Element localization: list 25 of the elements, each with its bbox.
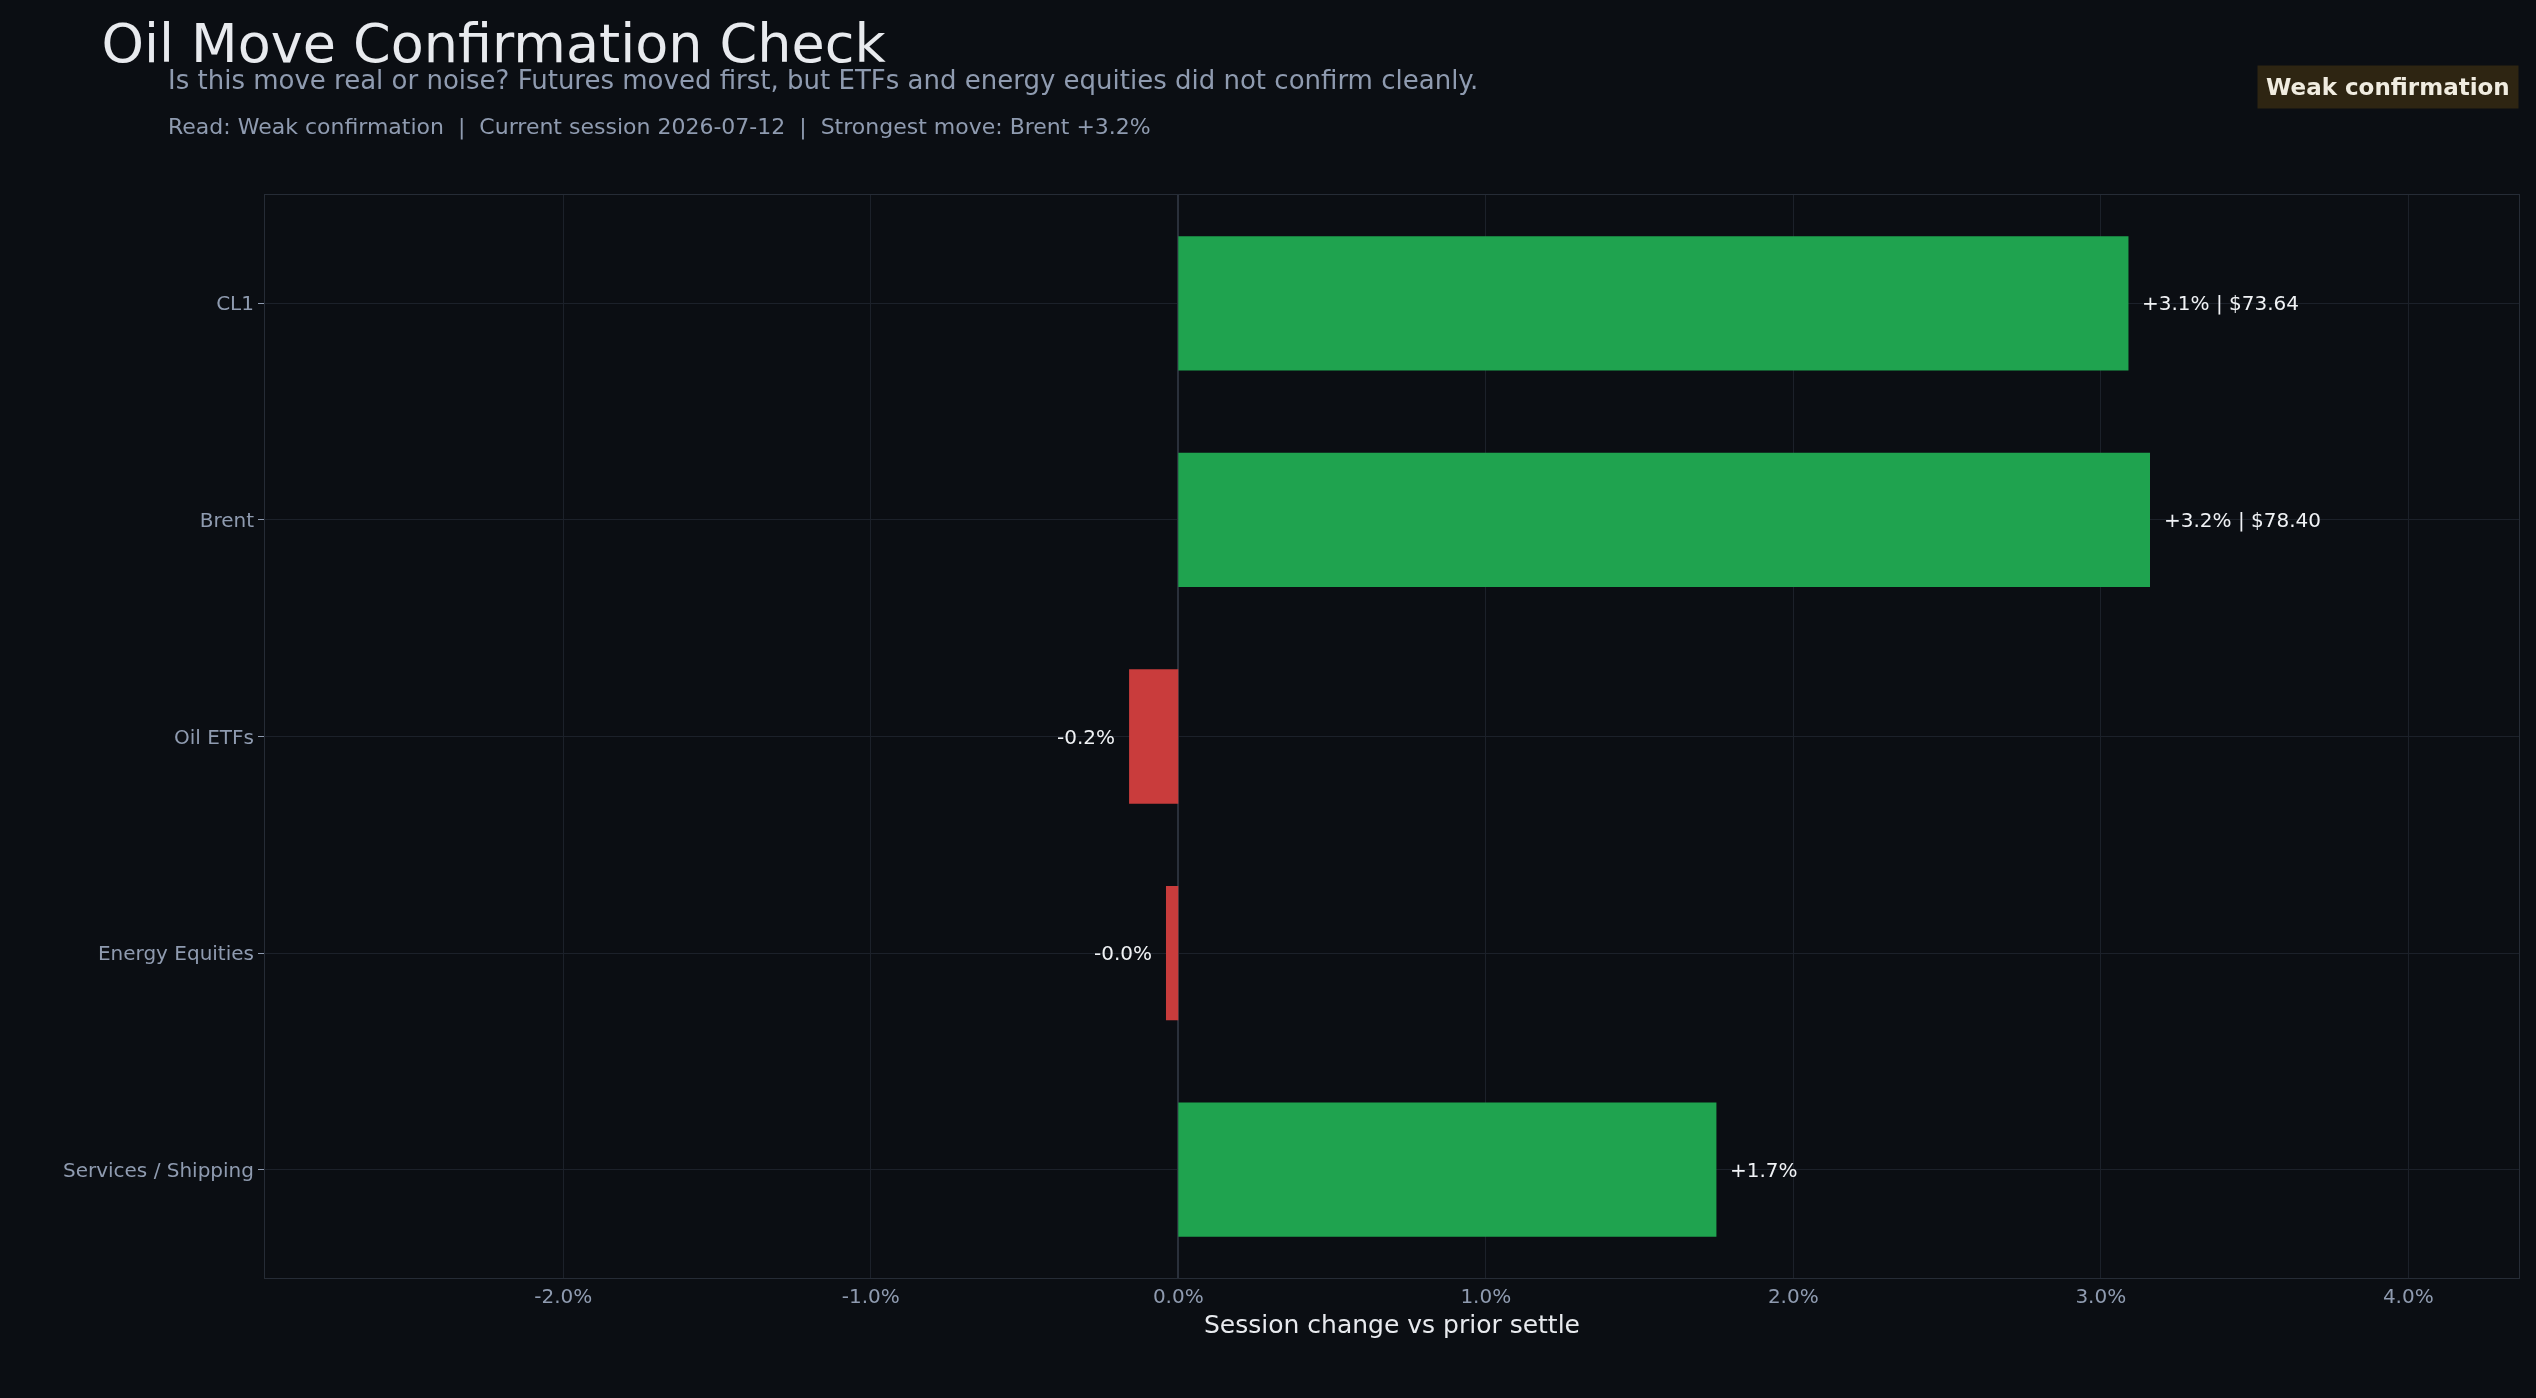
y-tick-label: CL1 — [216, 291, 254, 316]
text: Read: Weak confirmation | Current session 2026-07-12 | Strongest move: Brent +3.2% — [168, 114, 1151, 140]
bar — [1129, 669, 1179, 804]
x-tick-label: 3.0% — [2075, 1284, 2127, 1308]
bar — [1165, 885, 1179, 1021]
bar — [1178, 1102, 1717, 1237]
x-tick-label: 2.0% — [1767, 1284, 1819, 1308]
x-tick-label: 1.0% — [1460, 1284, 1512, 1308]
y-tick-label: Brent — [199, 507, 255, 532]
x-tick-label: -2.0% — [534, 1284, 593, 1308]
x-tick-label: 0.0% — [1152, 1284, 1204, 1308]
y-tick-label: Energy Equities — [97, 941, 254, 966]
data-label: -0.0% — [1094, 941, 1153, 965]
x-axis-title: Session change vs prior settle — [1203, 1310, 1581, 1339]
y-tick-label: Oil ETFs — [174, 724, 254, 749]
y-tick-label: Services / Shipping — [62, 1157, 254, 1182]
x-tick-label: 4.0% — [2382, 1284, 2434, 1308]
data-label: +3.2% | $78.40 — [2164, 508, 2322, 532]
x-tick-label: -1.0% — [841, 1284, 900, 1308]
bar — [1178, 452, 2150, 588]
bar — [1178, 236, 2129, 371]
data-label: +3.1% | $73.64 — [2142, 291, 2300, 315]
text: Weak confirmation — [2266, 74, 2510, 100]
data-label: +1.7% — [1730, 1158, 1798, 1182]
data-label: -0.2% — [1057, 725, 1116, 749]
